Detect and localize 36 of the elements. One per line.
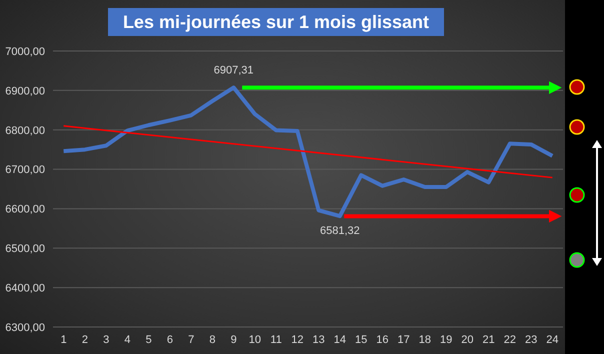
y-tick-label: 7000,00 (5, 46, 45, 58)
y-tick-label: 6400,00 (5, 282, 45, 294)
x-tick-label: 1 (60, 334, 67, 346)
x-tick-label: 7 (188, 334, 194, 346)
x-tick-label: 17 (398, 334, 410, 346)
x-tick-label: 10 (248, 334, 261, 346)
x-tick-label: 12 (291, 334, 304, 346)
x-tick-label: 19 (440, 334, 452, 346)
chart-title: Les mi-journées sur 1 mois glissant (108, 8, 444, 36)
x-tick-label: 9 (230, 334, 237, 346)
x-tick-label: 20 (461, 334, 474, 346)
data-label: 6907,31 (214, 64, 254, 77)
x-tick-label: 8 (209, 334, 216, 346)
x-tick-label: 24 (546, 334, 558, 346)
x-tick-label: 5 (146, 334, 152, 346)
y-tick-label: 6900,00 (5, 85, 45, 98)
line-series (62, 86, 554, 218)
y-tick-label: 6300,00 (5, 322, 45, 334)
x-tick-label: 15 (355, 334, 368, 346)
x-tick-label: 13 (312, 334, 325, 346)
x-tick-label: 4 (124, 334, 130, 346)
x-tick-label: 11 (270, 334, 282, 346)
y-tick-label: 6700,00 (5, 164, 45, 176)
y-tick-label: 6600,00 (5, 204, 45, 216)
data-label: 6581,32 (320, 225, 360, 238)
x-tick-label: 23 (525, 334, 538, 346)
x-tick-label: 16 (376, 334, 388, 346)
y-tick-label: 6800,00 (5, 124, 45, 137)
y-tick-label: 6500,00 (5, 243, 45, 256)
x-tick-label: 3 (103, 334, 110, 346)
x-tick-label: 22 (504, 334, 516, 346)
x-tick-label: 14 (334, 334, 346, 346)
x-tick-label: 2 (82, 334, 88, 346)
x-tick-label: 6 (166, 334, 173, 346)
x-tick-label: 21 (482, 334, 495, 346)
x-tick-label: 18 (418, 334, 431, 346)
